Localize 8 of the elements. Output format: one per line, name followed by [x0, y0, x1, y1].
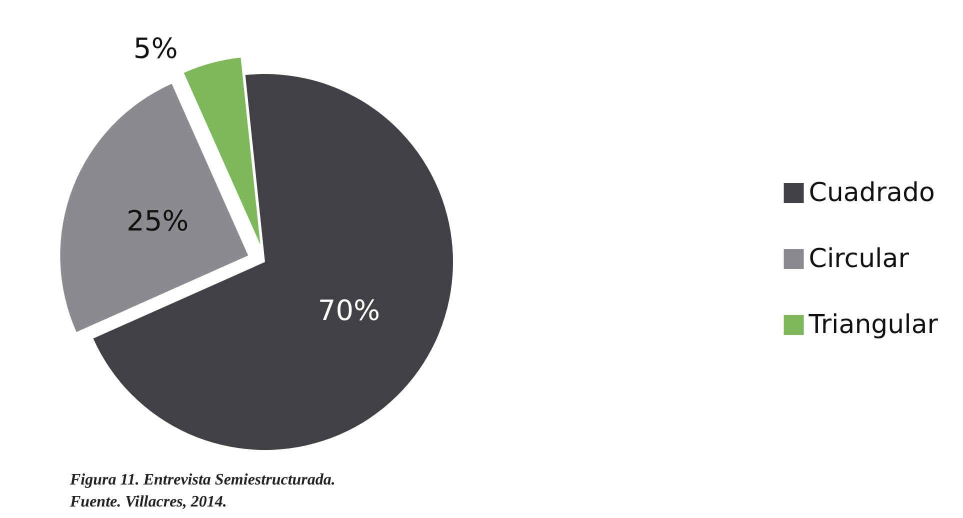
data-label: 5%: [133, 32, 178, 66]
legend-label: Triangular: [808, 310, 938, 340]
legend-label: Cuadrado: [808, 178, 935, 208]
source-note: Fuente. Villacres, 2014.: [69, 494, 227, 510]
data-label: 25%: [126, 204, 189, 238]
legend-label: Circular: [808, 244, 910, 274]
text: Figura 11. Entrevista Semiestructurada.: [69, 472, 336, 488]
data-label: 70%: [318, 294, 380, 327]
